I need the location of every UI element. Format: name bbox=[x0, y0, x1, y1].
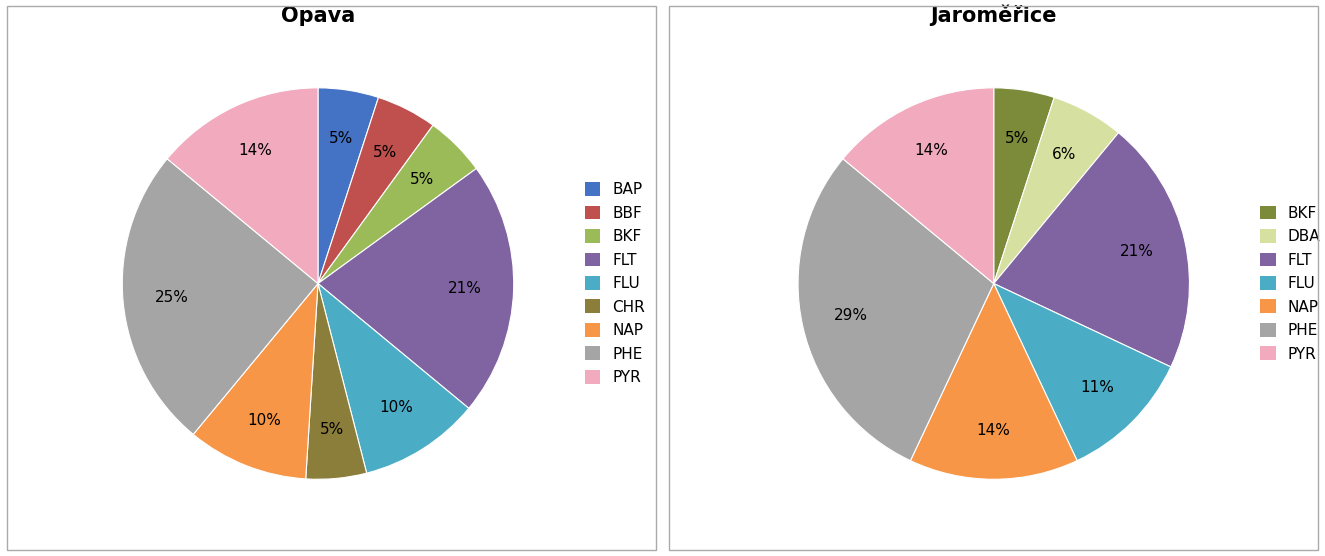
Text: 10%: 10% bbox=[246, 413, 281, 428]
Text: 11%: 11% bbox=[1081, 380, 1114, 395]
Wedge shape bbox=[167, 88, 318, 284]
Text: 5%: 5% bbox=[329, 131, 352, 146]
Text: 14%: 14% bbox=[914, 143, 949, 158]
Legend: BKF, DBA, FLT, FLU, NAP, PHE, PYR: BKF, DBA, FLT, FLU, NAP, PHE, PYR bbox=[1256, 201, 1325, 366]
Text: 5%: 5% bbox=[1004, 131, 1028, 146]
Text: 21%: 21% bbox=[1120, 244, 1154, 259]
Text: 5%: 5% bbox=[409, 172, 433, 187]
Title: Opava: Opava bbox=[281, 6, 355, 26]
Wedge shape bbox=[798, 159, 994, 460]
Wedge shape bbox=[994, 284, 1171, 460]
Wedge shape bbox=[193, 284, 318, 479]
Wedge shape bbox=[318, 284, 469, 473]
Title: Jaroměřice: Jaroměřice bbox=[930, 5, 1057, 26]
Text: 6%: 6% bbox=[1052, 147, 1077, 162]
Wedge shape bbox=[318, 97, 433, 284]
Wedge shape bbox=[318, 88, 379, 284]
Wedge shape bbox=[910, 284, 1077, 479]
Legend: BAP, BBF, BKF, FLT, FLU, CHR, NAP, PHE, PYR: BAP, BBF, BKF, FLT, FLU, CHR, NAP, PHE, … bbox=[580, 177, 649, 390]
Wedge shape bbox=[306, 284, 367, 479]
Text: 14%: 14% bbox=[977, 423, 1011, 438]
Text: 25%: 25% bbox=[155, 290, 188, 305]
Text: 5%: 5% bbox=[319, 422, 344, 437]
Wedge shape bbox=[994, 88, 1055, 284]
Wedge shape bbox=[122, 159, 318, 434]
Wedge shape bbox=[994, 97, 1118, 284]
Wedge shape bbox=[318, 168, 514, 408]
Text: 21%: 21% bbox=[448, 281, 482, 296]
Wedge shape bbox=[994, 133, 1190, 367]
Text: 29%: 29% bbox=[833, 308, 868, 323]
Wedge shape bbox=[843, 88, 994, 284]
Text: 10%: 10% bbox=[380, 400, 413, 415]
Text: 5%: 5% bbox=[372, 145, 396, 160]
Wedge shape bbox=[318, 125, 476, 284]
Text: 14%: 14% bbox=[238, 143, 273, 158]
